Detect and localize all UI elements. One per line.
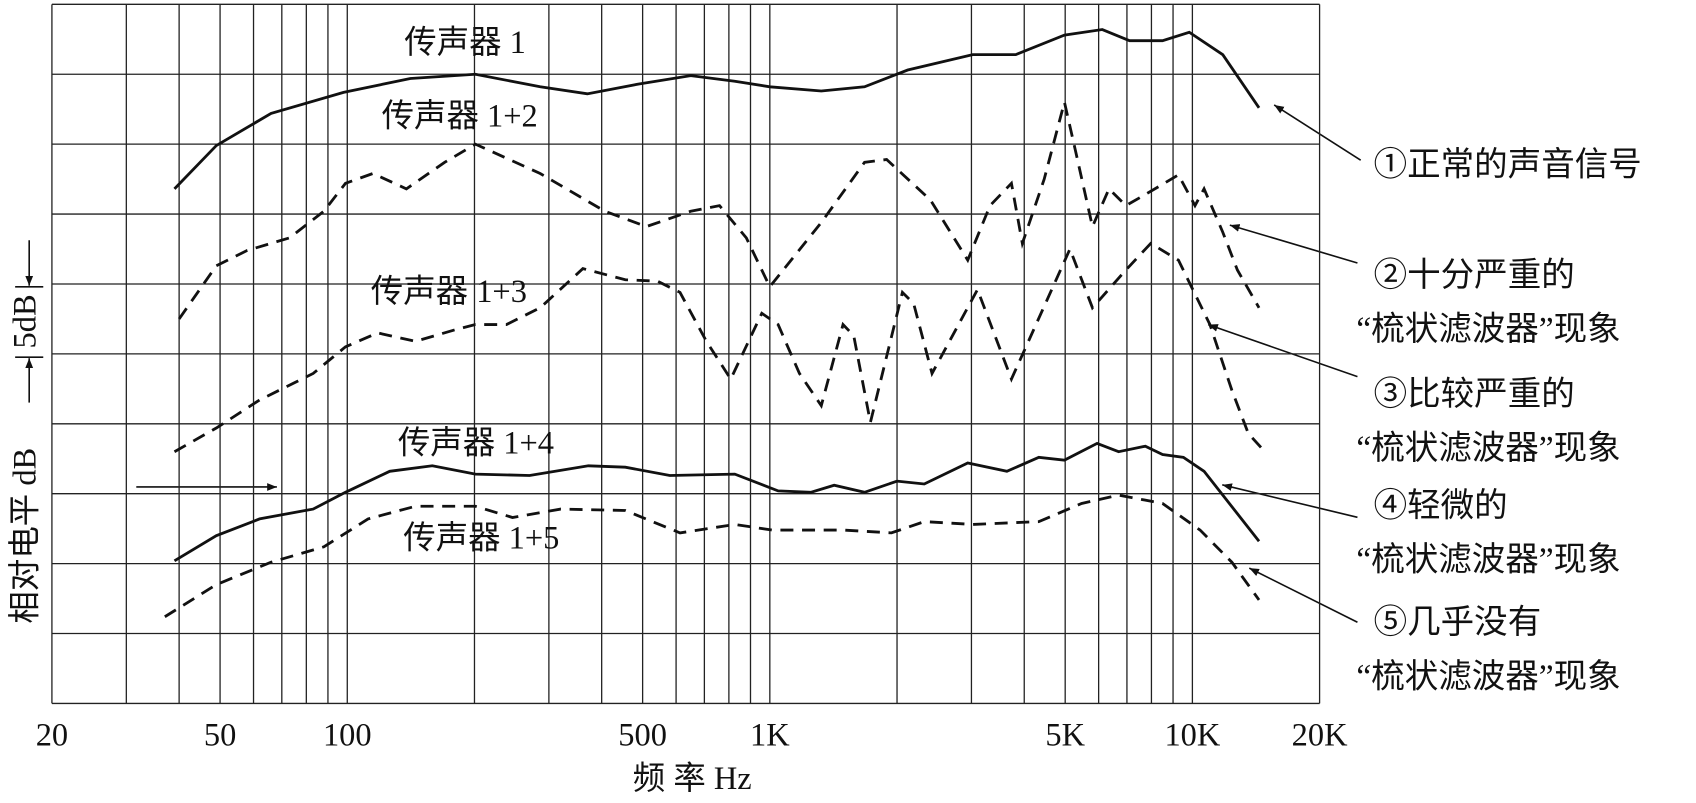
annotation: “梳状滤波器”现象 <box>1356 658 1620 695</box>
x-tick-label: 1K <box>750 718 790 754</box>
series-line <box>173 441 1261 563</box>
annotation: ⑤几乎没有 <box>1374 604 1542 641</box>
series-line <box>173 28 1261 190</box>
annotation: “梳状滤波器”现象 <box>1356 430 1620 467</box>
annotation-arrows <box>1207 104 1362 623</box>
series-line <box>164 493 1261 618</box>
x-tick-label: 500 <box>618 718 667 754</box>
series-label: 传声器 1 <box>404 24 526 61</box>
x-tick-label: 20 <box>36 718 68 754</box>
series-line <box>177 101 1261 320</box>
x-tick-label: 100 <box>323 718 372 754</box>
y-axis-label: 相对电平 dB <box>7 448 44 624</box>
scale-marker-arrows <box>15 240 277 491</box>
scale-marker: 5dB <box>8 294 44 348</box>
x-tick-label: 50 <box>204 718 236 754</box>
series-line <box>173 241 1266 453</box>
annotation: ②十分严重的 <box>1374 257 1575 294</box>
annotation: “梳状滤波器”现象 <box>1356 311 1620 348</box>
x-tick-label: 20K <box>1292 718 1348 754</box>
series-label: 传声器 1+4 <box>398 424 554 461</box>
annotation: “梳状滤波器”现象 <box>1356 541 1620 578</box>
x-tick-label: 10K <box>1164 718 1220 754</box>
annotation: ④轻微的 <box>1374 487 1508 524</box>
series-label: 传声器 1+2 <box>382 97 538 134</box>
annotation: ①正常的声音信号 <box>1374 146 1642 183</box>
series-label: 传声器 1+3 <box>371 273 527 310</box>
x-tick-label: 5K <box>1045 718 1085 754</box>
annotation: ③比较严重的 <box>1374 376 1575 413</box>
x-axis-label: 频 率 Hz <box>633 760 752 797</box>
series-label: 传声器 1+5 <box>403 520 559 557</box>
